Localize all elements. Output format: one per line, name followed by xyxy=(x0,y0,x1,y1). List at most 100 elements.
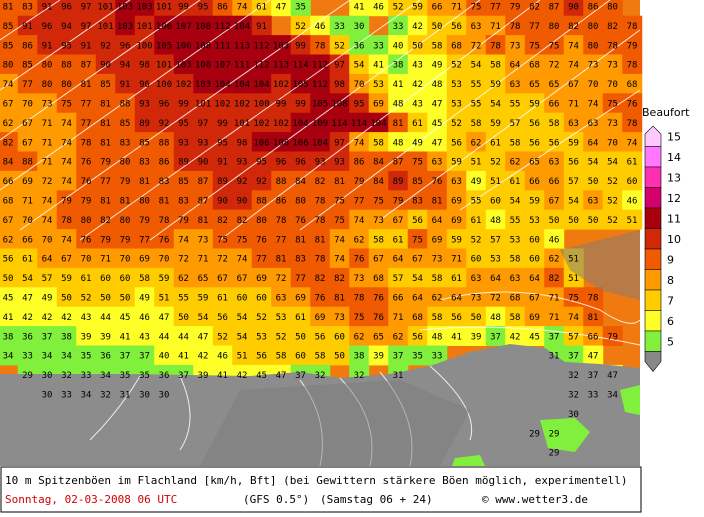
wind-value: 69 xyxy=(315,313,326,323)
wind-value: 72 xyxy=(178,255,189,265)
wind-cell xyxy=(37,73,58,94)
wind-cell xyxy=(251,54,272,75)
wind-value: 97 xyxy=(334,138,345,148)
wind-value: 75 xyxy=(61,100,72,110)
wind-cell xyxy=(212,151,233,172)
wind-cell xyxy=(524,229,545,249)
wind-value: 43 xyxy=(139,332,150,342)
wind-value: 74 xyxy=(42,216,53,226)
wind-cell xyxy=(349,326,370,346)
wind-value: 60 xyxy=(100,274,111,284)
wind-value: 90 xyxy=(568,3,579,13)
wind-value: 68 xyxy=(451,41,462,51)
wind-value: 61 xyxy=(412,119,423,129)
wind-cell xyxy=(466,209,487,230)
wind-value: 72 xyxy=(42,177,53,187)
wind-cell xyxy=(95,170,116,191)
wind-value: 68 xyxy=(3,197,14,207)
wind-cell xyxy=(17,15,38,36)
legend-label: 12 xyxy=(667,192,681,205)
wind-value: 33 xyxy=(61,391,72,401)
wind-value: 64 xyxy=(42,255,53,265)
wind-cell xyxy=(290,326,311,346)
wind-value: 73 xyxy=(607,119,618,129)
wind-cell xyxy=(173,35,194,55)
wind-cell xyxy=(134,54,155,75)
wind-cell xyxy=(544,190,565,211)
wind-cell xyxy=(271,93,292,114)
wind-cell xyxy=(115,35,136,55)
wind-cell xyxy=(271,190,292,211)
wind-cell xyxy=(134,345,155,366)
wind-value: 35 xyxy=(81,352,92,362)
wind-cell xyxy=(212,209,233,230)
wind-value: 53 xyxy=(256,332,267,342)
wind-value: 73 xyxy=(198,235,209,245)
wind-value: 81 xyxy=(139,177,150,187)
wind-value: 82 xyxy=(237,216,248,226)
wind-cell xyxy=(17,35,38,55)
wind-value: 95 xyxy=(198,3,209,13)
wind-cell xyxy=(271,112,292,133)
wind-value: 51 xyxy=(237,352,248,362)
wind-value: 77 xyxy=(256,255,267,265)
wind-cell xyxy=(524,35,545,55)
wind-value: 34 xyxy=(42,352,53,362)
wind-value: 75 xyxy=(549,41,560,51)
wind-value: 79 xyxy=(61,197,72,207)
wind-cell xyxy=(154,248,175,269)
wind-value: 72 xyxy=(276,274,287,284)
wind-value: 80 xyxy=(120,158,131,168)
wind-cell xyxy=(17,190,38,211)
wind-value: 58 xyxy=(432,313,443,323)
wind-value: 91 xyxy=(256,22,267,32)
wind-value: 91 xyxy=(120,80,131,90)
wind-value: 55 xyxy=(471,100,482,110)
wind-value: 88 xyxy=(61,61,72,71)
wind-cell xyxy=(505,15,526,36)
wind-value: 31 xyxy=(393,371,404,381)
wind-value: 70 xyxy=(607,138,618,148)
wind-cell xyxy=(329,287,350,308)
wind-cell xyxy=(173,229,194,249)
wind-cell xyxy=(95,345,116,366)
wind-value: 43 xyxy=(412,61,423,71)
wind-value: 67 xyxy=(393,216,404,226)
wind-cell xyxy=(583,190,604,211)
wind-cell xyxy=(388,209,409,230)
wind-cell xyxy=(563,73,584,94)
wind-cell xyxy=(310,326,331,346)
wind-cell xyxy=(329,267,350,288)
wind-value: 80 xyxy=(139,197,150,207)
wind-value: 41 xyxy=(354,3,365,13)
wind-value: 37 xyxy=(549,332,560,342)
wind-value: 86 xyxy=(22,41,33,51)
wind-value: 98 xyxy=(139,61,150,71)
wind-value: 81 xyxy=(334,294,345,304)
wind-value: 74 xyxy=(568,313,579,323)
wind-cell xyxy=(76,326,97,346)
wind-value: 66 xyxy=(22,235,33,245)
wind-value: 97 xyxy=(334,61,345,71)
wind-cell xyxy=(76,345,97,366)
wind-value: 96 xyxy=(42,22,53,32)
wind-cell xyxy=(76,151,97,172)
wind-value: 101 xyxy=(97,3,113,13)
wind-value: 82 xyxy=(529,3,540,13)
wind-cell xyxy=(407,0,428,17)
wind-cell xyxy=(290,54,311,75)
wind-value: 50 xyxy=(3,274,14,284)
wind-cell xyxy=(56,248,77,269)
wind-cell xyxy=(310,112,331,133)
wind-value: 55 xyxy=(510,216,521,226)
wind-cell xyxy=(76,170,97,191)
wind-cell xyxy=(154,190,175,211)
wind-value: 68 xyxy=(529,61,540,71)
wind-value: 75 xyxy=(334,197,345,207)
wind-value: 95 xyxy=(354,100,365,110)
wind-value: 73 xyxy=(432,255,443,265)
wind-value: 85 xyxy=(120,119,131,129)
wind-value: 96 xyxy=(276,158,287,168)
wind-value: 63 xyxy=(471,22,482,32)
wind-value: 76 xyxy=(295,216,306,226)
